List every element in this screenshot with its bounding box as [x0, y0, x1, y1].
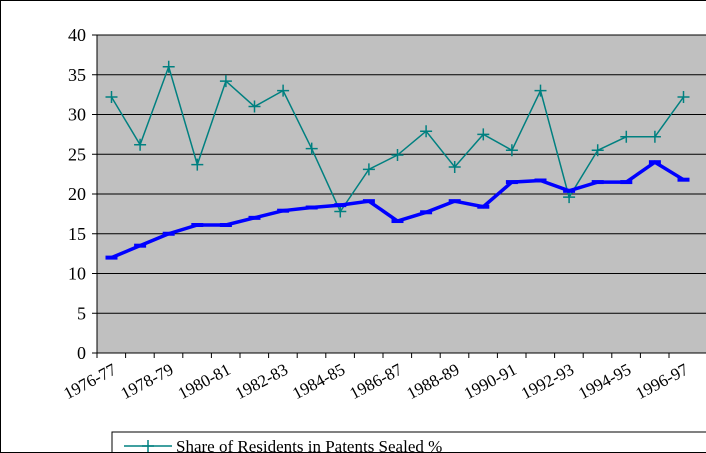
legend-box [111, 431, 706, 453]
marker [191, 158, 204, 171]
y-tick-label: 10 [68, 264, 86, 284]
y-tick-label: 15 [68, 224, 86, 244]
marker [248, 100, 261, 113]
marker [563, 191, 576, 204]
marker [620, 130, 633, 143]
marker [105, 91, 118, 104]
marker [362, 163, 375, 176]
marker [420, 125, 433, 138]
marker [334, 205, 347, 218]
marker [505, 144, 518, 157]
y-tick-label: 35 [68, 65, 86, 85]
marker [677, 91, 690, 104]
marker [134, 138, 147, 151]
marker [534, 84, 547, 97]
marker [391, 149, 404, 162]
marker [305, 142, 318, 155]
legend-marker [142, 440, 154, 452]
legend-label: Share of Residents in Patents Sealed % [176, 437, 442, 453]
marker [277, 84, 290, 97]
y-tick-label: 20 [68, 184, 86, 204]
y-tick-label: 5 [77, 303, 86, 323]
y-tick-label: 30 [68, 105, 86, 125]
marker [448, 160, 461, 173]
y-tick-label: 0 [77, 343, 86, 363]
y-tick-label: 40 [68, 25, 86, 45]
y-tick-label: 25 [68, 144, 86, 164]
marker [477, 128, 490, 141]
marker [648, 130, 661, 143]
marker [162, 60, 175, 73]
marker [591, 144, 604, 157]
marker [219, 75, 232, 88]
